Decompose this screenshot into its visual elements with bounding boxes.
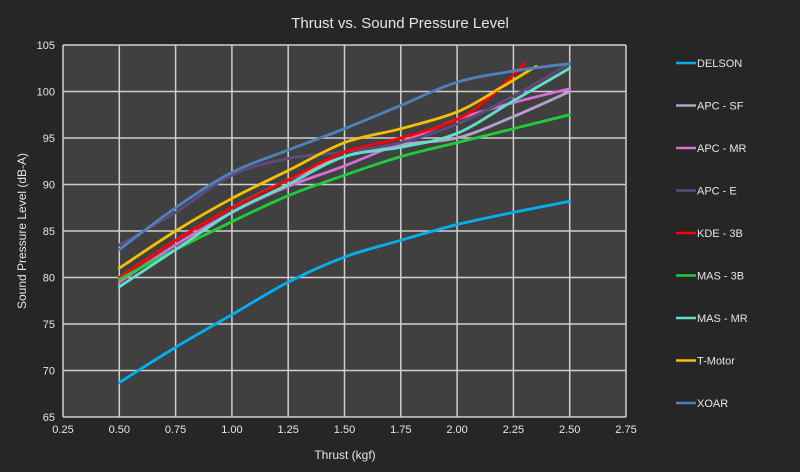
series-line-delson [117,199,572,384]
y-tick-label: 65 [43,412,55,424]
x-tick-label: 1.75 [390,424,411,436]
legend-label-xoar: XOAR [697,398,728,410]
x-tick-label: 2.25 [503,424,524,436]
x-tick-label: 2.00 [446,424,467,436]
x-tick-label: 0.25 [52,424,73,436]
x-tick-label: 1.00 [221,424,242,436]
y-tick-label: 100 [37,87,55,99]
legend-label-delson: DELSON [697,58,742,70]
legend-label-kde-3b: KDE - 3B [697,228,743,240]
y-tick-label: 75 [43,319,55,331]
x-tick-label: 0.50 [109,424,130,436]
legend-label-t-motor: T-Motor [697,356,735,368]
series-line-mas-3b [117,113,572,281]
x-tick-label: 2.50 [559,424,580,436]
series-line-mas-mr [117,66,572,289]
legend-label-apc-mr: APC - MR [697,143,747,155]
y-tick-label: 105 [37,40,55,52]
legend-label-mas-mr: MAS - MR [697,313,748,325]
series-line-t-motor [117,64,538,270]
legend-label-apc-sf: APC - SF [697,101,744,113]
y-tick-label: 95 [43,133,55,145]
series-line-kde-3b [117,62,527,279]
x-tick-label: 0.75 [165,424,186,436]
y-tick-label: 90 [43,180,55,192]
series-lines [117,62,572,384]
x-tick-labels: 0.25 0.50 0.75 1.00 1.25 1.50 1.75 2.00 2.25 2.50… [52,424,636,436]
series-line-xoar [117,62,572,251]
x-tick-label: 2.75 [615,424,636,436]
legend: DELSON APC - SF APC - MR APC - E KDE - 3B MAS… [676,58,748,410]
chart-title: Thrust vs. Sound Pressure Level [291,15,509,32]
y-tick-label: 70 [43,366,55,378]
y-tick-label: 80 [43,273,55,285]
x-axis-label: Thrust (kgf) [314,448,375,462]
gridlines [62,44,627,418]
legend-label-mas-3b: MAS - 3B [697,271,744,283]
y-tick-label: 85 [43,226,55,238]
y-axis-label: Sound Pressure Level (dB-A) [15,153,29,309]
series-line-apc-mr [117,87,572,284]
legend-label-apc-e: APC - E [697,186,737,198]
x-tick-label: 1.25 [277,424,298,436]
y-tick-labels: 65 70 75 80 85 90 95 100 105 [37,40,55,424]
x-tick-label: 1.50 [334,424,355,436]
